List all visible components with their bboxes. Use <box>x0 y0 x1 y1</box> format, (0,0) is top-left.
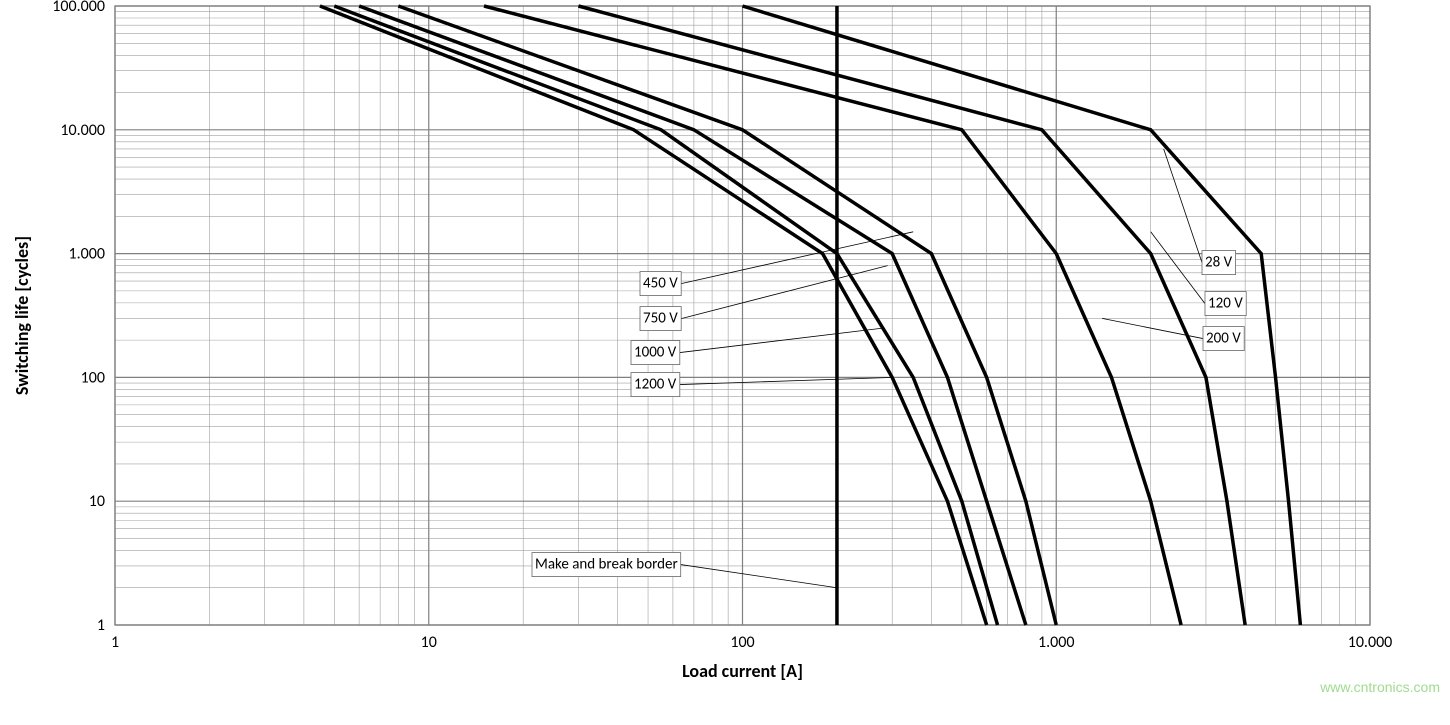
svg-text:Load current [A]: Load current [A] <box>682 660 803 682</box>
svg-text:750 V: 750 V <box>643 310 678 328</box>
svg-text:28 V: 28 V <box>1205 254 1233 272</box>
svg-text:10: 10 <box>89 492 105 511</box>
svg-text:Make and break border: Make and break border <box>535 556 678 574</box>
svg-text:10: 10 <box>421 633 437 652</box>
svg-text:450 V: 450 V <box>643 275 678 293</box>
svg-text:1: 1 <box>111 633 119 652</box>
svg-text:100: 100 <box>81 368 105 387</box>
svg-text:1: 1 <box>97 616 105 635</box>
svg-text:100.000: 100.000 <box>52 0 105 16</box>
svg-text:Switching life [cycles]: Switching life [cycles] <box>11 236 33 395</box>
svg-text:120 V: 120 V <box>1208 295 1243 313</box>
svg-text:10.000: 10.000 <box>60 121 105 140</box>
svg-text:1000 V: 1000 V <box>634 344 677 362</box>
svg-text:100: 100 <box>730 633 754 652</box>
watermark: www.cntronics.com <box>1320 679 1440 695</box>
svg-text:1.000: 1.000 <box>1038 633 1074 652</box>
svg-text:1.000: 1.000 <box>69 245 105 264</box>
svg-text:10.000: 10.000 <box>1348 633 1393 652</box>
svg-text:200 V: 200 V <box>1206 330 1241 348</box>
switching-life-chart: 1 10 100 1.000 10.000 1 10 100 1.000 10.000 100.00… <box>0 0 1450 725</box>
svg-text:1200 V: 1200 V <box>634 376 677 394</box>
